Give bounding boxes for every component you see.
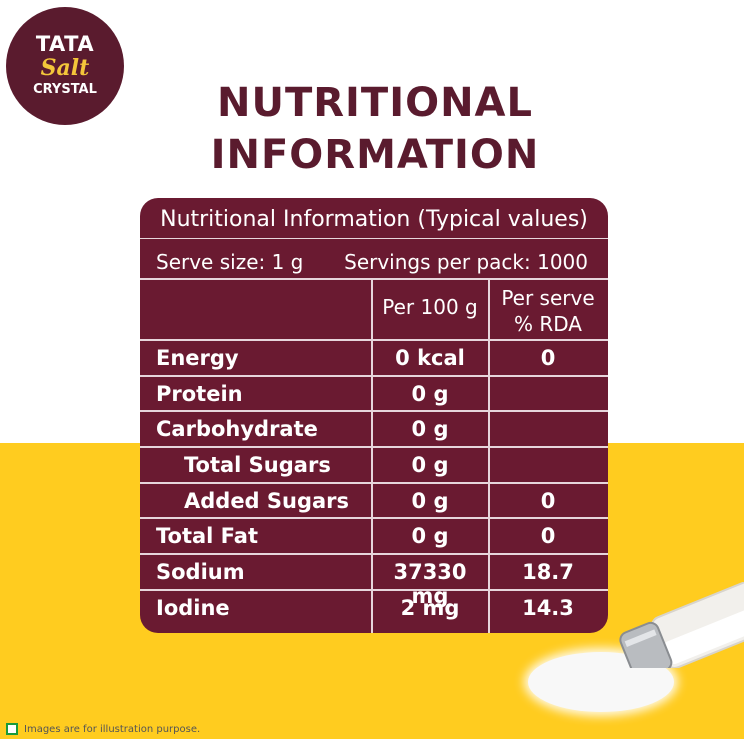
- table-title: Nutritional Information (Typical values): [160, 207, 588, 232]
- row-per100: 0 g: [411, 417, 449, 441]
- row-rda: 14.3: [522, 596, 574, 620]
- salt-shaker-image: [619, 582, 744, 668]
- row-label: Protein: [156, 382, 243, 406]
- servings-per-pack: Servings per pack: 1000: [344, 250, 588, 274]
- divider: [140, 482, 608, 484]
- tata-salt-logo: TATA Salt CRYSTAL: [6, 7, 124, 125]
- row-label: Iodine: [156, 596, 230, 620]
- row-per100: 0 g: [411, 489, 449, 513]
- divider: [140, 278, 608, 280]
- logo-brand: TATA: [35, 32, 95, 56]
- logo-product: Salt: [40, 55, 90, 81]
- row-rda: 0: [540, 489, 556, 513]
- column-divider: [371, 278, 373, 633]
- row-label: Energy: [156, 346, 239, 370]
- logo-variant: CRYSTAL: [33, 82, 97, 97]
- row-rda: 18.7: [522, 560, 574, 584]
- row-per100: 2 mg: [400, 596, 460, 620]
- row-label: Added Sugars: [184, 489, 350, 513]
- divider: [140, 375, 608, 377]
- row-per100: 0 g: [411, 524, 449, 548]
- divider: [140, 517, 608, 519]
- row-per100: 0 g: [411, 382, 449, 406]
- row-rda: 0: [540, 524, 556, 548]
- row-label: Total Fat: [156, 524, 259, 548]
- veg-mark-icon: [6, 723, 18, 735]
- divider: [140, 589, 608, 591]
- nutrition-table-panel: Nutritional Information (Typical values)…: [140, 198, 608, 633]
- col-header-per-100g: Per 100 g: [382, 295, 478, 319]
- row-per100: 0 g: [411, 453, 449, 477]
- divider: [140, 339, 608, 341]
- disclaimer-text: Images are for illustration purpose.: [24, 724, 201, 735]
- col-header-rda-line1: Per serve: [501, 286, 595, 310]
- row-label: Carbohydrate: [156, 417, 318, 441]
- heading-line-1: NUTRITIONAL: [216, 80, 534, 126]
- row-rda: 0: [540, 346, 556, 370]
- column-divider: [488, 278, 490, 633]
- col-header-rda-line2: % RDA: [514, 312, 582, 336]
- row-per100: 37330 mg: [393, 560, 467, 608]
- divider: [140, 446, 608, 448]
- serve-size: Serve size: 1 g: [156, 250, 304, 274]
- row-per100: 0 kcal: [395, 346, 465, 370]
- divider: [140, 238, 608, 239]
- divider: [140, 410, 608, 412]
- row-label: Total Sugars: [184, 453, 331, 477]
- divider: [140, 553, 608, 555]
- heading-line-2: INFORMATION: [210, 132, 540, 178]
- row-label: Sodium: [156, 560, 245, 584]
